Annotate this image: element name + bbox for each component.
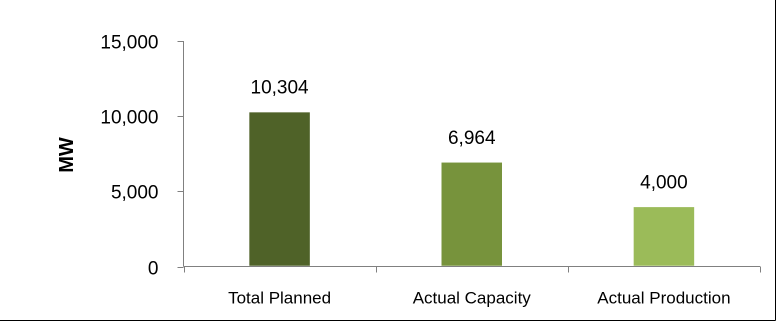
- bar-data-label: 6,964: [448, 128, 496, 149]
- bars: [247, 110, 696, 268]
- y-axis-ticks: 0 5,000 10,000 15,000: [100, 33, 184, 280]
- x-axis-ticks: Total Planned Actual Capacity Actual Produ…: [184, 266, 761, 308]
- y-tick-label: 5,000: [111, 183, 159, 204]
- x-tick-label: Actual Production: [597, 289, 730, 308]
- bar: [440, 161, 504, 268]
- data-labels: 10,304 6,964 4,000: [251, 78, 688, 194]
- bar-data-label: 10,304: [251, 78, 310, 99]
- y-tick-label: 10,000: [100, 108, 158, 129]
- x-tick-label: Actual Capacity: [413, 289, 532, 308]
- bar: [632, 205, 696, 268]
- y-tick-label: 0: [148, 259, 159, 280]
- x-tick-label: Total Planned: [228, 289, 331, 308]
- bar-data-label: 4,000: [640, 172, 688, 193]
- bar: [247, 110, 312, 268]
- y-tick-label: 15,000: [100, 33, 158, 54]
- y-axis-title: MW: [56, 137, 78, 173]
